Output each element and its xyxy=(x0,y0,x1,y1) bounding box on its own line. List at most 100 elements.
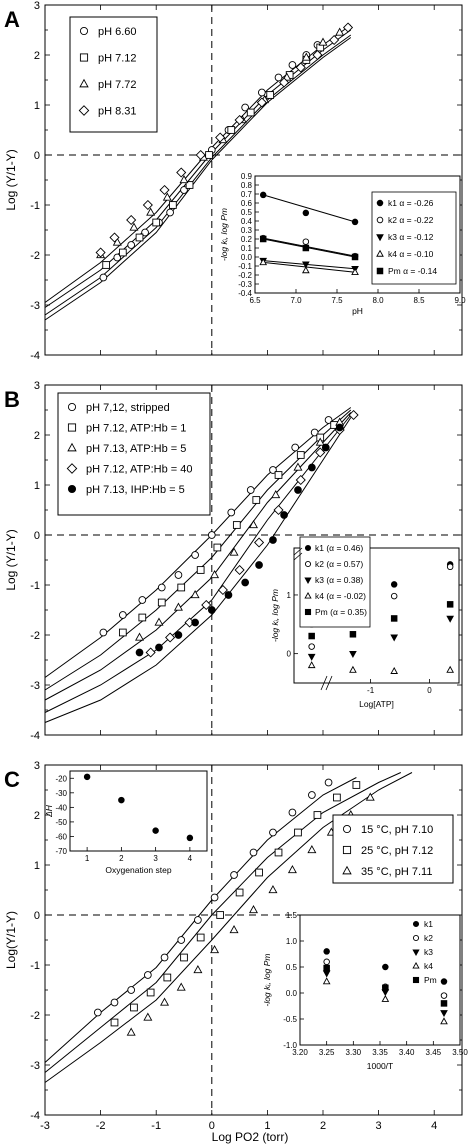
inset-x-tick-label: 2 xyxy=(119,854,124,863)
legend-marker xyxy=(67,442,77,452)
panel-letter: A xyxy=(4,7,20,32)
axis-break-mark xyxy=(320,675,328,691)
data-point xyxy=(335,27,345,36)
data-point xyxy=(279,77,290,88)
inset-y-tick-label: 0.5 xyxy=(241,208,253,217)
data-point xyxy=(216,911,224,919)
legend-marker xyxy=(304,591,312,599)
legend-label: k1 (α = 0.46) xyxy=(315,543,363,553)
data-point xyxy=(312,49,323,61)
inset-data-point xyxy=(301,266,310,274)
data-point xyxy=(190,589,200,599)
inset-y-tick-label: -0.3 xyxy=(238,280,252,289)
data-point xyxy=(154,617,164,626)
panel-a: -4 -3 -2 -1 0 1 2 3 A Log (Y/1-Y) pH 6.60 pH 7.12 pH… xyxy=(4,0,466,362)
inset-enthalpy: -20 -30 -40 -50 -60 -70 1 2 3 4 Oxygenation step ΔH xyxy=(44,770,208,875)
legend-label: pH 7.13, ATP:Hb = 5 xyxy=(86,443,186,455)
legend-marker xyxy=(342,865,352,875)
inset-y-tick-label: -0.4 xyxy=(238,289,252,298)
legend-marker xyxy=(412,920,420,928)
data-point xyxy=(166,208,174,217)
inset-data-point xyxy=(302,244,310,252)
legend-marker xyxy=(304,544,312,552)
inset-data-point xyxy=(446,615,455,623)
data-point xyxy=(324,778,333,787)
inset-ph-legend: k1 α = -0.26 k2 α = -0.22 k3 α = -0.12 k4 α… xyxy=(371,191,457,285)
legend-marker xyxy=(79,78,89,88)
data-point xyxy=(160,953,169,962)
data-point xyxy=(269,466,277,474)
y-tick-label: 3 xyxy=(34,760,40,772)
data-point xyxy=(129,222,139,231)
y-tick-label: -1 xyxy=(30,580,40,592)
inset-y-tick-label: -40 xyxy=(55,803,67,812)
data-point xyxy=(152,218,161,227)
inset-data-point xyxy=(302,238,310,245)
legend-marker xyxy=(304,608,312,616)
inset-y-tick-label: 0.8 xyxy=(241,181,253,190)
legend-marker xyxy=(376,216,384,224)
data-point xyxy=(146,207,156,216)
data-point xyxy=(234,564,245,576)
inset-y-tick-label: -70 xyxy=(55,847,67,856)
y-tick-label: 2 xyxy=(34,810,40,822)
y-tick-label: 0 xyxy=(34,150,40,162)
data-point xyxy=(93,1008,102,1017)
legend-label: pH 7.13, IHP:Hb = 5 xyxy=(86,484,185,496)
inset-y-tick-label: -20 xyxy=(55,774,67,783)
inset-data-point xyxy=(349,631,357,638)
inset-data-point xyxy=(446,665,455,673)
legend-label: Pm (α = 0.35) xyxy=(315,607,367,617)
data-point xyxy=(160,997,170,1006)
inset-atp: 0 1 -1 0 Log[ATP] -log kᵢ, log Pm k1 (α = 0.46… xyxy=(270,536,460,709)
x-tick-label: -1 xyxy=(151,1120,161,1132)
inset-y-tick-label: 0.0 xyxy=(286,989,298,998)
legend-label: Pm α = -0.14 xyxy=(388,266,437,276)
data-point xyxy=(138,613,147,622)
inset-data-point xyxy=(390,666,399,674)
data-point xyxy=(274,848,283,857)
data-point xyxy=(255,868,263,877)
data-point xyxy=(315,447,326,458)
data-point xyxy=(213,543,222,552)
legend-label: pH 7.72 xyxy=(98,79,137,91)
inset-y-tick-label: -0.5 xyxy=(283,1015,297,1024)
data-point xyxy=(191,551,199,559)
legend-marker xyxy=(66,463,78,474)
inset-data-point xyxy=(308,632,315,640)
legend-marker xyxy=(376,249,384,257)
inset-data-point xyxy=(259,258,268,266)
legend-label: k2 α = -0.22 xyxy=(388,215,434,225)
legend-label: k3 (α = 0.38) xyxy=(315,575,363,585)
data-point xyxy=(274,73,283,82)
inset-data-point xyxy=(381,994,390,1002)
data-point xyxy=(227,508,236,517)
panel-letter: B xyxy=(4,387,20,412)
data-point xyxy=(241,578,250,587)
inset-data-point xyxy=(349,665,357,673)
inset-y-tick-label: -0.1 xyxy=(238,262,252,271)
inset-x-tick-label: 3 xyxy=(153,854,158,863)
data-point xyxy=(194,916,202,924)
y-tick-label: -3 xyxy=(30,680,40,692)
inset-data-point xyxy=(307,661,316,669)
data-point xyxy=(335,423,344,432)
legend-label: k2 (α = 0.57) xyxy=(315,559,363,569)
y-tick-label: -1 xyxy=(30,200,40,212)
data-point xyxy=(109,232,120,243)
inset-data-point xyxy=(186,834,194,842)
data-point xyxy=(177,936,186,944)
data-point xyxy=(321,443,330,452)
data-point xyxy=(110,1018,119,1027)
data-point xyxy=(173,602,183,611)
data-point xyxy=(246,108,255,117)
data-point xyxy=(165,632,176,643)
inset-y-tick-label: 0 xyxy=(287,650,292,659)
data-point xyxy=(126,1027,136,1036)
inset-x-tick-label: 3.50 xyxy=(452,1048,468,1057)
legend-marker xyxy=(67,423,77,432)
legend-marker xyxy=(376,199,384,207)
inset-data-point xyxy=(322,977,331,985)
data-point xyxy=(127,241,136,249)
